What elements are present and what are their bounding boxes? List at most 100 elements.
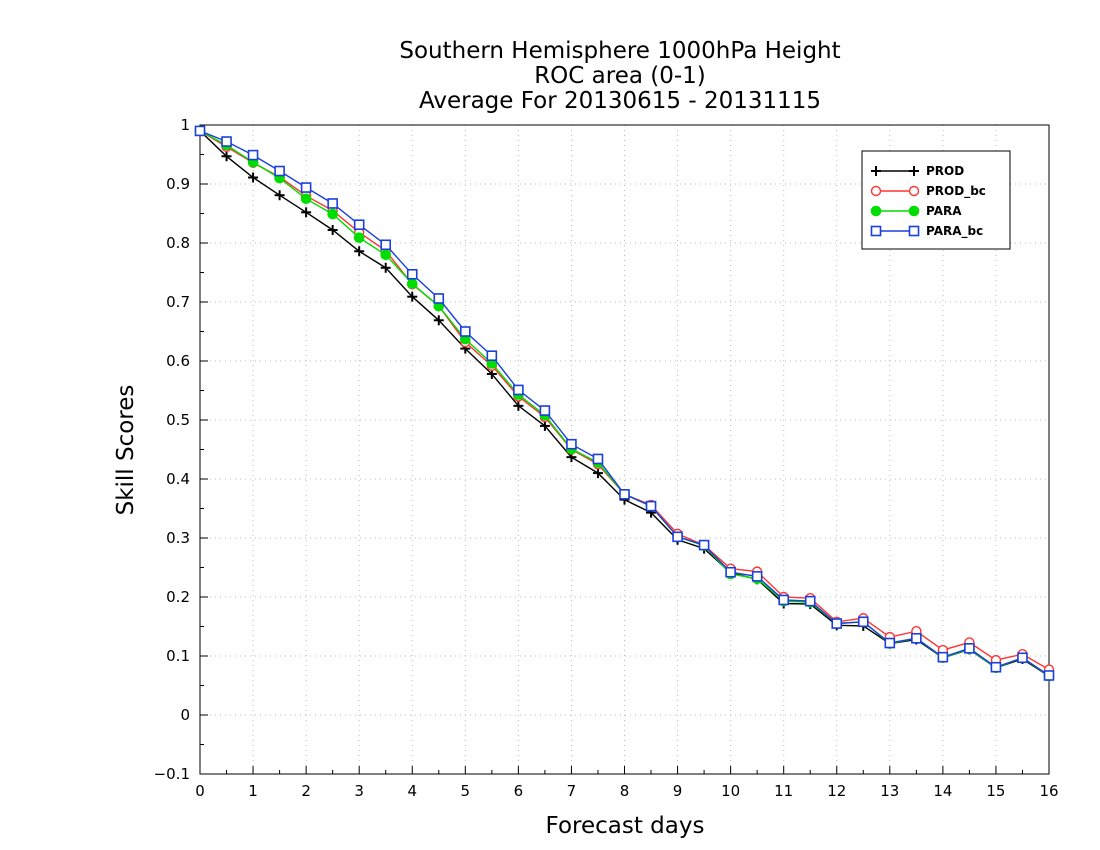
data-point-square	[486, 350, 498, 361]
data-point-plus	[354, 246, 365, 257]
data-point-plus	[221, 151, 232, 162]
legend-item: PROD_bc	[870, 184, 986, 199]
data-point-plus	[871, 166, 881, 176]
data-point-circle	[870, 185, 882, 197]
x-tick-label: 2	[301, 782, 311, 800]
data-point-square	[539, 405, 551, 416]
x-tick-label: 7	[567, 782, 577, 800]
data-point-square	[778, 594, 789, 606]
data-point-plus	[301, 207, 312, 218]
data-point-square	[831, 618, 843, 629]
data-point-square	[937, 651, 949, 663]
data-point-square	[672, 531, 683, 543]
x-axis: 0 1 2 3 4 5 6 7 8 9 10 11 12 13 14 15 16	[195, 766, 1059, 800]
series-para-bc	[194, 125, 1055, 681]
data-point-dot	[380, 249, 392, 261]
data-point-dot	[870, 205, 882, 217]
data-point-square	[645, 500, 657, 512]
data-point-square	[964, 643, 975, 654]
y-tick-label: 0.3	[166, 529, 190, 547]
data-point-dot	[327, 208, 338, 220]
data-point-square	[300, 182, 312, 193]
y-tick-label: −0.1	[154, 765, 190, 783]
x-tick-label: 8	[620, 782, 630, 800]
data-point-plus	[274, 190, 285, 201]
data-point-square	[460, 326, 471, 337]
chart-title-line-1: Southern Hemisphere 1000hPa Height	[399, 38, 840, 64]
x-tick-label: 0	[195, 782, 205, 800]
x-tick-label: 9	[673, 782, 683, 800]
legend-item: PARA_bc	[870, 224, 983, 239]
data-point-plus	[248, 172, 259, 183]
legend-box	[861, 150, 1011, 250]
x-tick-label: 6	[514, 782, 524, 800]
data-point-square	[619, 489, 630, 500]
data-point-square	[725, 566, 736, 578]
data-point-dot	[300, 193, 312, 205]
legend-label: PROD	[926, 164, 964, 178]
data-point-square	[353, 219, 365, 231]
legend-label: PROD_bc	[926, 184, 986, 199]
data-point-plus	[407, 291, 418, 302]
y-axis-label: Skill Scores	[113, 385, 139, 516]
data-point-plus	[380, 262, 391, 273]
data-point-square	[804, 595, 816, 607]
data-point-square	[592, 453, 604, 465]
grid-lines	[200, 125, 1049, 774]
legend-item: PARA	[870, 204, 962, 218]
x-tick-label: 4	[407, 782, 417, 800]
data-point-dot	[406, 278, 418, 290]
chart-title-line-3: Average For 20130615 - 20131115	[419, 88, 821, 114]
data-point-dot	[353, 232, 365, 243]
data-point-plus	[433, 315, 444, 326]
data-point-square	[513, 384, 524, 396]
data-point-plus	[592, 468, 603, 479]
chart-title: Southern Hemisphere 1000hPa Height ROC a…	[399, 38, 840, 114]
series-group	[194, 125, 1055, 682]
data-point-square	[1017, 652, 1028, 664]
data-point-square	[870, 225, 882, 237]
data-point-square	[1043, 670, 1055, 681]
x-tick-label: 10	[721, 782, 740, 800]
x-tick-label: 12	[827, 782, 846, 800]
legend-item: PROD	[871, 164, 964, 178]
x-tick-label: 14	[933, 782, 952, 800]
data-point-square	[911, 632, 922, 644]
data-point-square	[247, 149, 259, 161]
x-tick-label: 11	[774, 782, 793, 800]
data-point-square	[221, 136, 232, 147]
legend-label: PARA_bc	[926, 224, 983, 239]
data-point-square	[698, 539, 710, 551]
data-point-plus	[909, 166, 919, 176]
data-point-square	[327, 198, 338, 209]
y-axis: −0.1 0 0.1 0.2 0.3 0.4 0.5 0.6 0.7 0.8 0.9 1	[154, 116, 208, 783]
data-point-square	[857, 616, 869, 628]
data-point-square	[990, 661, 1002, 673]
data-point-square	[566, 438, 577, 450]
y-tick-label: 0.2	[166, 588, 190, 606]
y-tick-label: 1	[180, 116, 190, 134]
data-point-square	[194, 125, 206, 137]
chart-title-line-2: ROC area (0-1)	[534, 63, 706, 89]
y-tick-label: 0.6	[166, 352, 190, 370]
x-tick-label: 16	[1039, 782, 1058, 800]
data-point-square	[406, 268, 418, 280]
data-point-square	[884, 637, 896, 649]
y-tick-label: 0.9	[166, 175, 190, 193]
x-tick-label: 15	[986, 782, 1005, 800]
y-tick-label: 0.4	[166, 470, 190, 488]
data-point-plus	[539, 420, 550, 431]
legend: PROD PROD_bc PARA PARA_bc	[861, 150, 1011, 250]
y-tick-label: 0.8	[166, 234, 190, 252]
data-point-plus	[513, 400, 524, 411]
x-tick-label: 1	[248, 782, 258, 800]
data-point-circle	[908, 185, 920, 197]
data-point-square	[380, 239, 392, 251]
data-point-square	[908, 225, 920, 237]
y-tick-label: 0	[180, 706, 190, 724]
x-tick-label: 13	[880, 782, 899, 800]
data-point-square	[274, 165, 285, 177]
data-point-square	[751, 571, 763, 582]
y-tick-label: 0.1	[166, 647, 190, 665]
